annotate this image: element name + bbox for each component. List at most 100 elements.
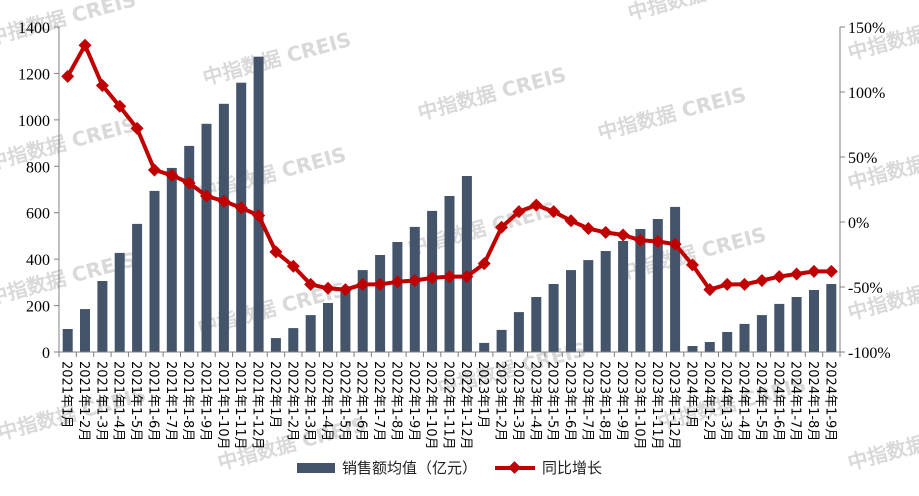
bar	[132, 223, 143, 352]
left-tick-label: 1400	[18, 20, 50, 37]
bar	[583, 260, 594, 352]
bar	[722, 332, 733, 352]
x-tick-label: 2024年1-8月	[805, 361, 820, 441]
bar	[270, 338, 281, 352]
diamond-marker-icon	[356, 277, 370, 291]
bar	[149, 190, 160, 352]
right-tick-label: 100%	[848, 85, 885, 102]
diamond-marker-icon	[512, 205, 526, 219]
diamond-marker-icon	[425, 271, 439, 285]
bar	[826, 284, 837, 352]
bar	[201, 123, 212, 352]
diamond-marker-icon	[165, 168, 179, 182]
line-series	[61, 38, 838, 297]
diamond-marker-icon	[321, 281, 335, 295]
diamond-marker-icon	[755, 274, 769, 287]
watermark-text: 中指数据 CREIS	[195, 142, 349, 205]
x-tick-label: 2022年1-12月	[458, 361, 473, 450]
diamond-marker-icon	[234, 201, 248, 215]
watermark-text: 中指数据 CREIS	[200, 27, 354, 90]
watermark-text: 中指数据 CREIS	[845, 412, 919, 475]
x-tick-label: 2021年1-6月	[146, 361, 161, 441]
bar	[409, 226, 420, 352]
diamond-marker-icon	[529, 198, 543, 212]
diamond-marker-icon	[581, 222, 595, 235]
diamond-marker-icon	[824, 264, 838, 278]
bar	[288, 328, 299, 352]
left-tick-label: 1000	[18, 113, 50, 130]
x-tick-label: 2022年1-8月	[388, 361, 403, 441]
bar	[618, 241, 629, 352]
x-tick-label: 2021年1-10月	[215, 361, 230, 450]
x-tick-label: 2021年1-3月	[93, 361, 108, 441]
diamond-marker-icon	[738, 277, 752, 291]
x-tick-label: 2023年1-12月	[666, 361, 681, 450]
bar	[218, 103, 229, 352]
bar	[323, 303, 333, 352]
legend-line-label: 同比增长	[542, 459, 603, 477]
x-tick-label: 2024年1-3月	[718, 361, 733, 441]
x-tick-label: 2022年1-9月	[406, 361, 421, 441]
bar	[670, 206, 681, 352]
bar	[236, 82, 247, 352]
x-tick-label: 2023年1-11月	[649, 361, 664, 450]
diamond-marker-icon	[443, 270, 456, 284]
diamond-marker-icon	[147, 163, 161, 177]
x-tick-label: 2024年1-6月	[770, 361, 785, 441]
left-tick-label: 1200	[18, 66, 50, 83]
watermark-text: 中指数据 CREIS	[415, 62, 569, 125]
diamond-marker-icon	[460, 270, 474, 284]
x-tick-label: 2023年1-10月	[631, 361, 646, 450]
x-tick-label: 2024年1月	[684, 361, 699, 428]
diamond-marker-icon	[61, 69, 75, 83]
diamond-marker-icon	[807, 264, 821, 278]
diamond-marker-icon	[95, 79, 109, 92]
legend-bar-label: 销售额均值（亿元）	[342, 459, 478, 477]
left-tick-label: 200	[26, 299, 50, 316]
diamond-marker-icon	[564, 214, 578, 228]
bar	[253, 56, 264, 352]
bar	[566, 270, 576, 352]
right-tick-label: -100%	[848, 345, 891, 362]
bar	[791, 297, 802, 352]
diamond-marker-icon	[616, 228, 630, 242]
x-tick-label: 2024年1-7月	[788, 361, 803, 441]
bar	[392, 242, 403, 352]
bar	[774, 303, 785, 352]
left-tick-label: 400	[26, 252, 50, 269]
bar	[375, 255, 386, 352]
bar	[479, 342, 490, 352]
x-tick-label: 2021年1-9月	[198, 361, 213, 441]
bar	[756, 315, 767, 352]
diamond-marker-icon	[373, 277, 387, 291]
legend-item-bar: 销售额均值（亿元）	[297, 457, 477, 478]
bar	[739, 323, 750, 352]
x-tick-label: 2023年1-7月	[579, 361, 594, 441]
x-tick-label: 2024年1-4月	[736, 361, 751, 441]
diamond-marker-icon	[286, 259, 300, 273]
x-tick-label: 2024年1-2月	[701, 361, 716, 441]
line-diamond-swatch-icon	[495, 461, 536, 475]
bar	[461, 176, 472, 352]
bar	[114, 252, 125, 352]
diamond-marker-icon	[113, 99, 127, 113]
diamond-marker-icon	[390, 275, 404, 289]
bar	[531, 297, 542, 352]
diamond-marker-icon	[408, 274, 422, 287]
diamond-marker-icon	[651, 235, 665, 248]
x-tick-label: 2021年1-7月	[163, 361, 178, 441]
x-tick-label: 2023年1-8月	[597, 361, 612, 441]
bar	[513, 312, 524, 352]
diamond-marker-icon	[477, 257, 491, 271]
bar	[704, 342, 715, 352]
left-tick-label: 0	[42, 345, 50, 362]
left-tick-label: 800	[26, 159, 50, 176]
bar-swatch-icon	[297, 462, 335, 473]
x-tick-label: 2023年1-4月	[527, 361, 542, 441]
x-tick-label: 2021年1-4月	[111, 361, 126, 441]
diamond-marker-icon	[685, 258, 699, 272]
diamond-marker-icon	[703, 283, 717, 297]
x-tick-label: 2022年1-6月	[354, 361, 369, 441]
bar	[340, 290, 351, 352]
